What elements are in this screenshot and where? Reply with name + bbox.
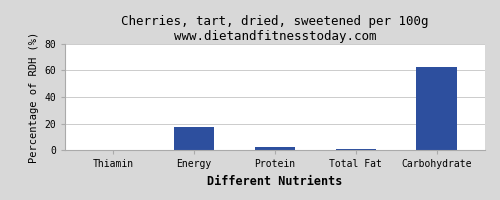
Bar [336, 149, 376, 150]
Y-axis label: Percentage of RDH (%): Percentage of RDH (%) [28, 31, 38, 163]
Bar [416, 67, 457, 150]
X-axis label: Different Nutrients: Different Nutrients [208, 175, 342, 188]
Bar [174, 127, 214, 150]
Title: Cherries, tart, dried, sweetened per 100g
www.dietandfitnesstoday.com: Cherries, tart, dried, sweetened per 100… [121, 15, 429, 43]
Bar [255, 147, 295, 150]
